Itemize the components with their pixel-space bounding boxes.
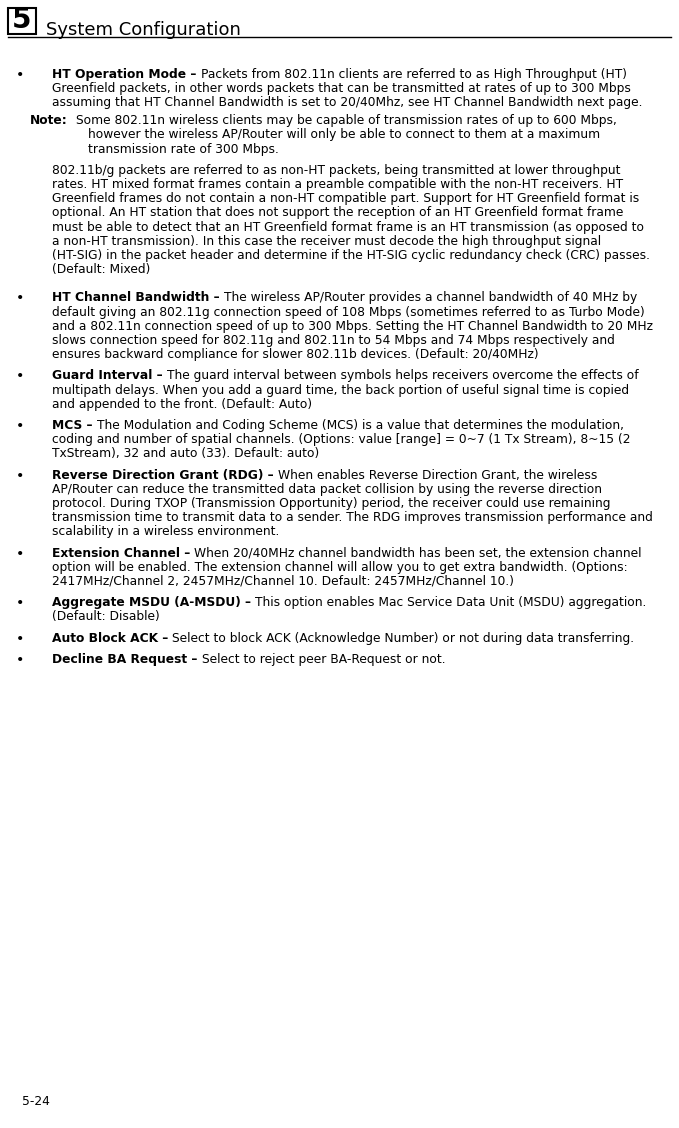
Text: Aggregate MSDU (A-MSDU) –: Aggregate MSDU (A-MSDU) – xyxy=(52,596,255,609)
Text: coding and number of spatial channels. (Options: value [range] = 0~7 (1 Tx Strea: coding and number of spatial channels. (… xyxy=(52,433,631,446)
Text: (Default: Disable): (Default: Disable) xyxy=(52,610,160,624)
Text: The guard interval between symbols helps receivers overcome the effects of: The guard interval between symbols helps… xyxy=(167,369,638,382)
Text: •: • xyxy=(16,653,24,667)
Text: a non-HT transmission). In this case the receiver must decode the high throughpu: a non-HT transmission). In this case the… xyxy=(52,235,601,248)
Text: optional. An HT station that does not support the reception of an HT Greenfield : optional. An HT station that does not su… xyxy=(52,206,623,219)
Text: Some 802.11n wireless clients may be capable of transmission rates of up to 600 : Some 802.11n wireless clients may be cap… xyxy=(76,114,617,127)
Text: •: • xyxy=(16,418,24,433)
Text: transmission time to transmit data to a sender. The RDG improves transmission pe: transmission time to transmit data to a … xyxy=(52,511,653,525)
Text: Note:: Note: xyxy=(30,114,68,127)
Text: protocol. During TXOP (Transmission Opportunity) period, the receiver could use : protocol. During TXOP (Transmission Oppo… xyxy=(52,497,610,510)
Text: transmission rate of 300 Mbps.: transmission rate of 300 Mbps. xyxy=(88,142,279,156)
Text: When 20/40MHz channel bandwidth has been set, the extension channel: When 20/40MHz channel bandwidth has been… xyxy=(194,546,642,559)
Text: •: • xyxy=(16,596,24,610)
Text: however the wireless AP/Router will only be able to connect to them at a maximum: however the wireless AP/Router will only… xyxy=(88,129,600,141)
Text: rates. HT mixed format frames contain a preamble compatible with the non-HT rece: rates. HT mixed format frames contain a … xyxy=(52,178,623,191)
Text: •: • xyxy=(16,369,24,384)
Text: option will be enabled. The extension channel will allow you to get extra bandwi: option will be enabled. The extension ch… xyxy=(52,561,627,574)
Text: assuming that HT Channel Bandwidth is set to 20/40Mhz, see HT Channel Bandwidth : assuming that HT Channel Bandwidth is se… xyxy=(52,96,642,109)
Text: Reverse Direction Grant (RDG) –: Reverse Direction Grant (RDG) – xyxy=(52,468,278,482)
Text: ensures backward compliance for slower 802.11b devices. (Default: 20/40MHz): ensures backward compliance for slower 8… xyxy=(52,349,538,361)
Text: and appended to the front. (Default: Auto): and appended to the front. (Default: Aut… xyxy=(52,398,312,411)
Text: 2417MHz/Channel 2, 2457MHz/Channel 10. Default: 2457MHz/Channel 10.): 2417MHz/Channel 2, 2457MHz/Channel 10. D… xyxy=(52,575,514,588)
Text: Select to block ACK (Acknowledge Number) or not during data transferring.: Select to block ACK (Acknowledge Number)… xyxy=(172,632,635,644)
Text: (HT-SIG) in the packet header and determine if the HT-SIG cyclic redundancy chec: (HT-SIG) in the packet header and determ… xyxy=(52,249,650,262)
Text: Greenfield frames do not contain a non-HT compatible part. Support for HT Greenf: Greenfield frames do not contain a non-H… xyxy=(52,192,639,205)
Text: and a 802.11n connection speed of up to 300 Mbps. Setting the HT Channel Bandwid: and a 802.11n connection speed of up to … xyxy=(52,319,653,333)
Text: •: • xyxy=(16,546,24,561)
Text: Greenfield packets, in other words packets that can be transmitted at rates of u: Greenfield packets, in other words packe… xyxy=(52,82,631,95)
Text: Auto Block ACK –: Auto Block ACK – xyxy=(52,632,172,644)
Text: (Default: Mixed): (Default: Mixed) xyxy=(52,263,150,276)
Text: The Modulation and Coding Scheme (MCS) is a value that determines the modulation: The Modulation and Coding Scheme (MCS) i… xyxy=(96,418,624,432)
Text: HT Channel Bandwidth –: HT Channel Bandwidth – xyxy=(52,291,224,305)
Text: When enables Reverse Direction Grant, the wireless: When enables Reverse Direction Grant, th… xyxy=(278,468,598,482)
Text: •: • xyxy=(16,291,24,306)
FancyBboxPatch shape xyxy=(8,8,36,34)
Text: MCS –: MCS – xyxy=(52,418,96,432)
Text: HT Operation Mode –: HT Operation Mode – xyxy=(52,68,200,81)
Text: This option enables Mac Service Data Unit (MSDU) aggregation.: This option enables Mac Service Data Uni… xyxy=(255,596,646,609)
Text: •: • xyxy=(16,468,24,483)
Text: scalability in a wireless environment.: scalability in a wireless environment. xyxy=(52,526,279,538)
Text: Select to reject peer BA-Request or not.: Select to reject peer BA-Request or not. xyxy=(202,653,445,666)
Text: The wireless AP/Router provides a channel bandwidth of 40 MHz by: The wireless AP/Router provides a channe… xyxy=(224,291,637,305)
Text: Packets from 802.11n clients are referred to as High Throughput (HT): Packets from 802.11n clients are referre… xyxy=(200,68,627,81)
Text: •: • xyxy=(16,632,24,645)
Text: must be able to detect that an HT Greenfield format frame is an HT transmission : must be able to detect that an HT Greenf… xyxy=(52,220,644,233)
Text: 5-24: 5-24 xyxy=(22,1095,50,1108)
Text: AP/Router can reduce the transmitted data packet collision by using the reverse : AP/Router can reduce the transmitted dat… xyxy=(52,483,602,495)
Text: slows connection speed for 802.11g and 802.11n to 54 Mbps and 74 Mbps respective: slows connection speed for 802.11g and 8… xyxy=(52,334,615,347)
Text: •: • xyxy=(16,68,24,82)
Text: default giving an 802.11g connection speed of 108 Mbps (sometimes referred to as: default giving an 802.11g connection spe… xyxy=(52,306,645,318)
Text: Guard Interval –: Guard Interval – xyxy=(52,369,167,382)
Text: System Configuration: System Configuration xyxy=(46,21,241,39)
Text: TxStream), 32 and auto (33). Default: auto): TxStream), 32 and auto (33). Default: au… xyxy=(52,448,319,460)
Text: multipath delays. When you add a guard time, the back portion of useful signal t: multipath delays. When you add a guard t… xyxy=(52,384,629,397)
Text: Decline BA Request –: Decline BA Request – xyxy=(52,653,202,666)
Text: 802.11b/g packets are referred to as non-HT packets, being transmitted at lower : 802.11b/g packets are referred to as non… xyxy=(52,164,621,177)
Text: Extension Channel –: Extension Channel – xyxy=(52,546,194,559)
Text: 5: 5 xyxy=(12,6,32,34)
